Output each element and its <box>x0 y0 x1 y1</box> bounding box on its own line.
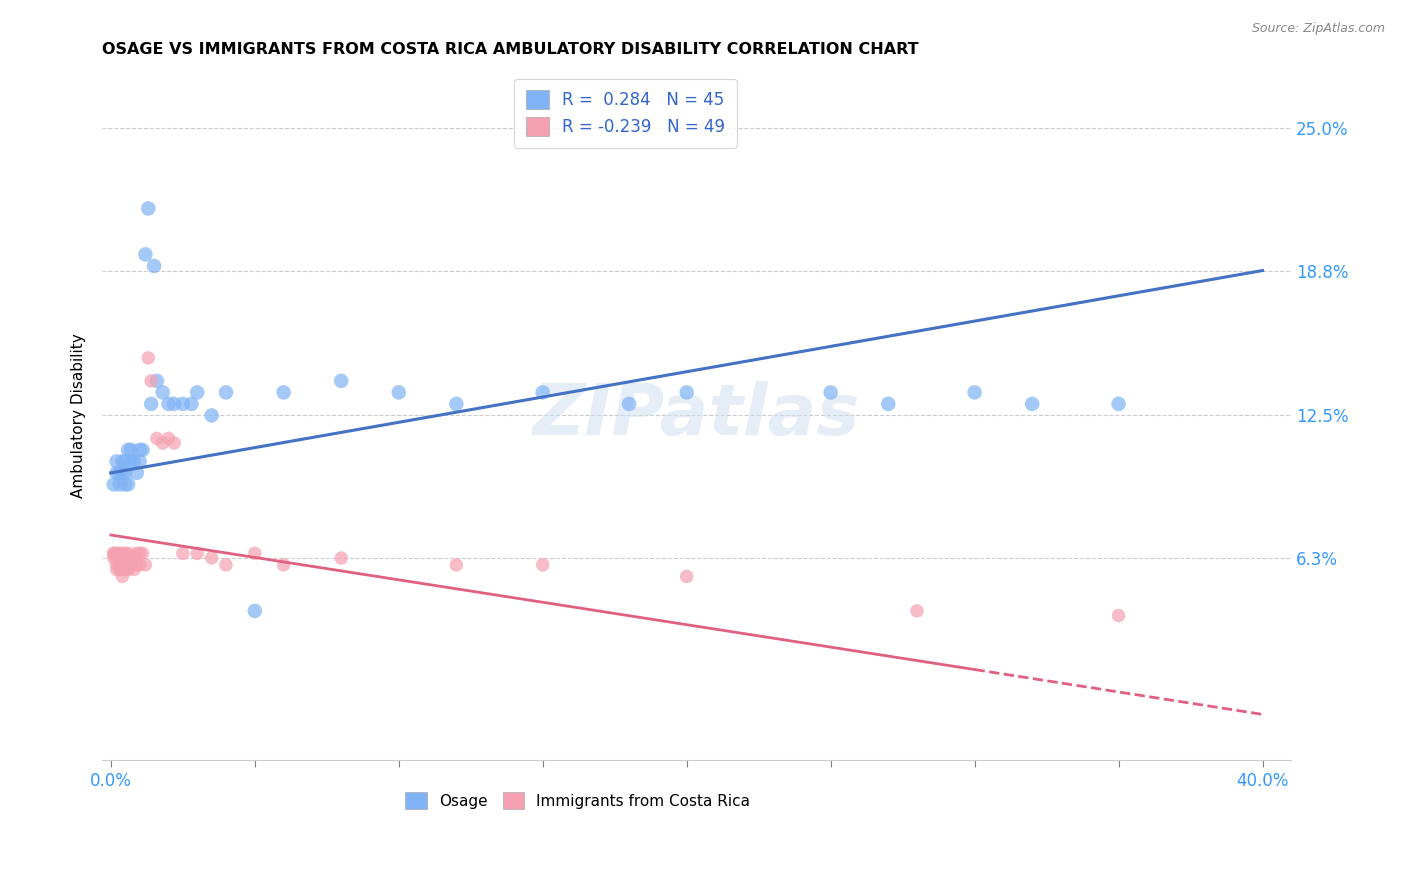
Point <box>172 397 194 411</box>
Point <box>330 374 353 388</box>
Point <box>128 442 150 457</box>
Point <box>111 558 134 572</box>
Point <box>877 397 900 411</box>
Point <box>105 546 128 560</box>
Point <box>131 546 153 560</box>
Point <box>131 442 153 457</box>
Point <box>117 558 139 572</box>
Point <box>114 477 136 491</box>
Point <box>114 562 136 576</box>
Point <box>114 454 136 468</box>
Point <box>675 569 697 583</box>
Point <box>157 431 180 445</box>
Point <box>180 397 202 411</box>
Text: ZIPatlas: ZIPatlas <box>533 381 860 450</box>
Point <box>114 466 136 480</box>
Point <box>146 374 169 388</box>
Legend: Osage, Immigrants from Costa Rica: Osage, Immigrants from Costa Rica <box>399 786 756 814</box>
Point <box>105 562 128 576</box>
Point <box>152 385 174 400</box>
Point <box>157 397 180 411</box>
Point <box>134 558 156 572</box>
Point <box>108 466 131 480</box>
Point <box>105 466 128 480</box>
Point <box>215 385 238 400</box>
Point <box>120 442 142 457</box>
Point <box>1108 608 1130 623</box>
Point <box>111 569 134 583</box>
Point <box>128 454 150 468</box>
Point <box>114 546 136 560</box>
Point <box>1021 397 1043 411</box>
Point <box>117 477 139 491</box>
Point <box>114 558 136 572</box>
Point <box>125 546 148 560</box>
Point <box>186 385 208 400</box>
Point <box>141 374 163 388</box>
Y-axis label: Ambulatory Disability: Ambulatory Disability <box>72 333 86 498</box>
Point <box>117 546 139 560</box>
Point <box>105 454 128 468</box>
Point <box>111 562 134 576</box>
Point <box>108 477 131 491</box>
Point <box>108 551 131 566</box>
Point <box>117 562 139 576</box>
Point <box>273 558 295 572</box>
Point <box>120 551 142 566</box>
Point <box>201 409 224 423</box>
Point <box>120 454 142 468</box>
Point <box>201 551 224 566</box>
Point <box>675 385 697 400</box>
Point <box>963 385 986 400</box>
Point <box>152 436 174 450</box>
Point <box>117 442 139 457</box>
Point <box>163 397 186 411</box>
Point <box>111 546 134 560</box>
Point <box>243 546 266 560</box>
Text: OSAGE VS IMMIGRANTS FROM COSTA RICA AMBULATORY DISABILITY CORRELATION CHART: OSAGE VS IMMIGRANTS FROM COSTA RICA AMBU… <box>103 42 920 57</box>
Point <box>163 436 186 450</box>
Point <box>136 202 159 216</box>
Point <box>122 454 145 468</box>
Text: Source: ZipAtlas.com: Source: ZipAtlas.com <box>1251 22 1385 36</box>
Point <box>103 546 125 560</box>
Point <box>617 397 640 411</box>
Point <box>103 551 125 566</box>
Point <box>108 558 131 572</box>
Point <box>108 546 131 560</box>
Point <box>172 546 194 560</box>
Point <box>128 558 150 572</box>
Point <box>330 551 353 566</box>
Point <box>125 558 148 572</box>
Point <box>103 546 125 560</box>
Point <box>215 558 238 572</box>
Point <box>531 385 554 400</box>
Point <box>1108 397 1130 411</box>
Point <box>105 558 128 572</box>
Point <box>186 546 208 560</box>
Point <box>105 551 128 566</box>
Point <box>108 562 131 576</box>
Point <box>905 604 928 618</box>
Point <box>446 397 468 411</box>
Point <box>136 351 159 365</box>
Point <box>146 431 169 445</box>
Point <box>120 558 142 572</box>
Point <box>273 385 295 400</box>
Point <box>111 466 134 480</box>
Point <box>128 546 150 560</box>
Point <box>820 385 842 400</box>
Point <box>446 558 468 572</box>
Point <box>103 477 125 491</box>
Point <box>122 551 145 566</box>
Point <box>388 385 411 400</box>
Point <box>243 604 266 618</box>
Point <box>531 558 554 572</box>
Point <box>143 259 166 273</box>
Point <box>111 454 134 468</box>
Point <box>141 397 163 411</box>
Point <box>134 247 156 261</box>
Point <box>122 562 145 576</box>
Point <box>125 466 148 480</box>
